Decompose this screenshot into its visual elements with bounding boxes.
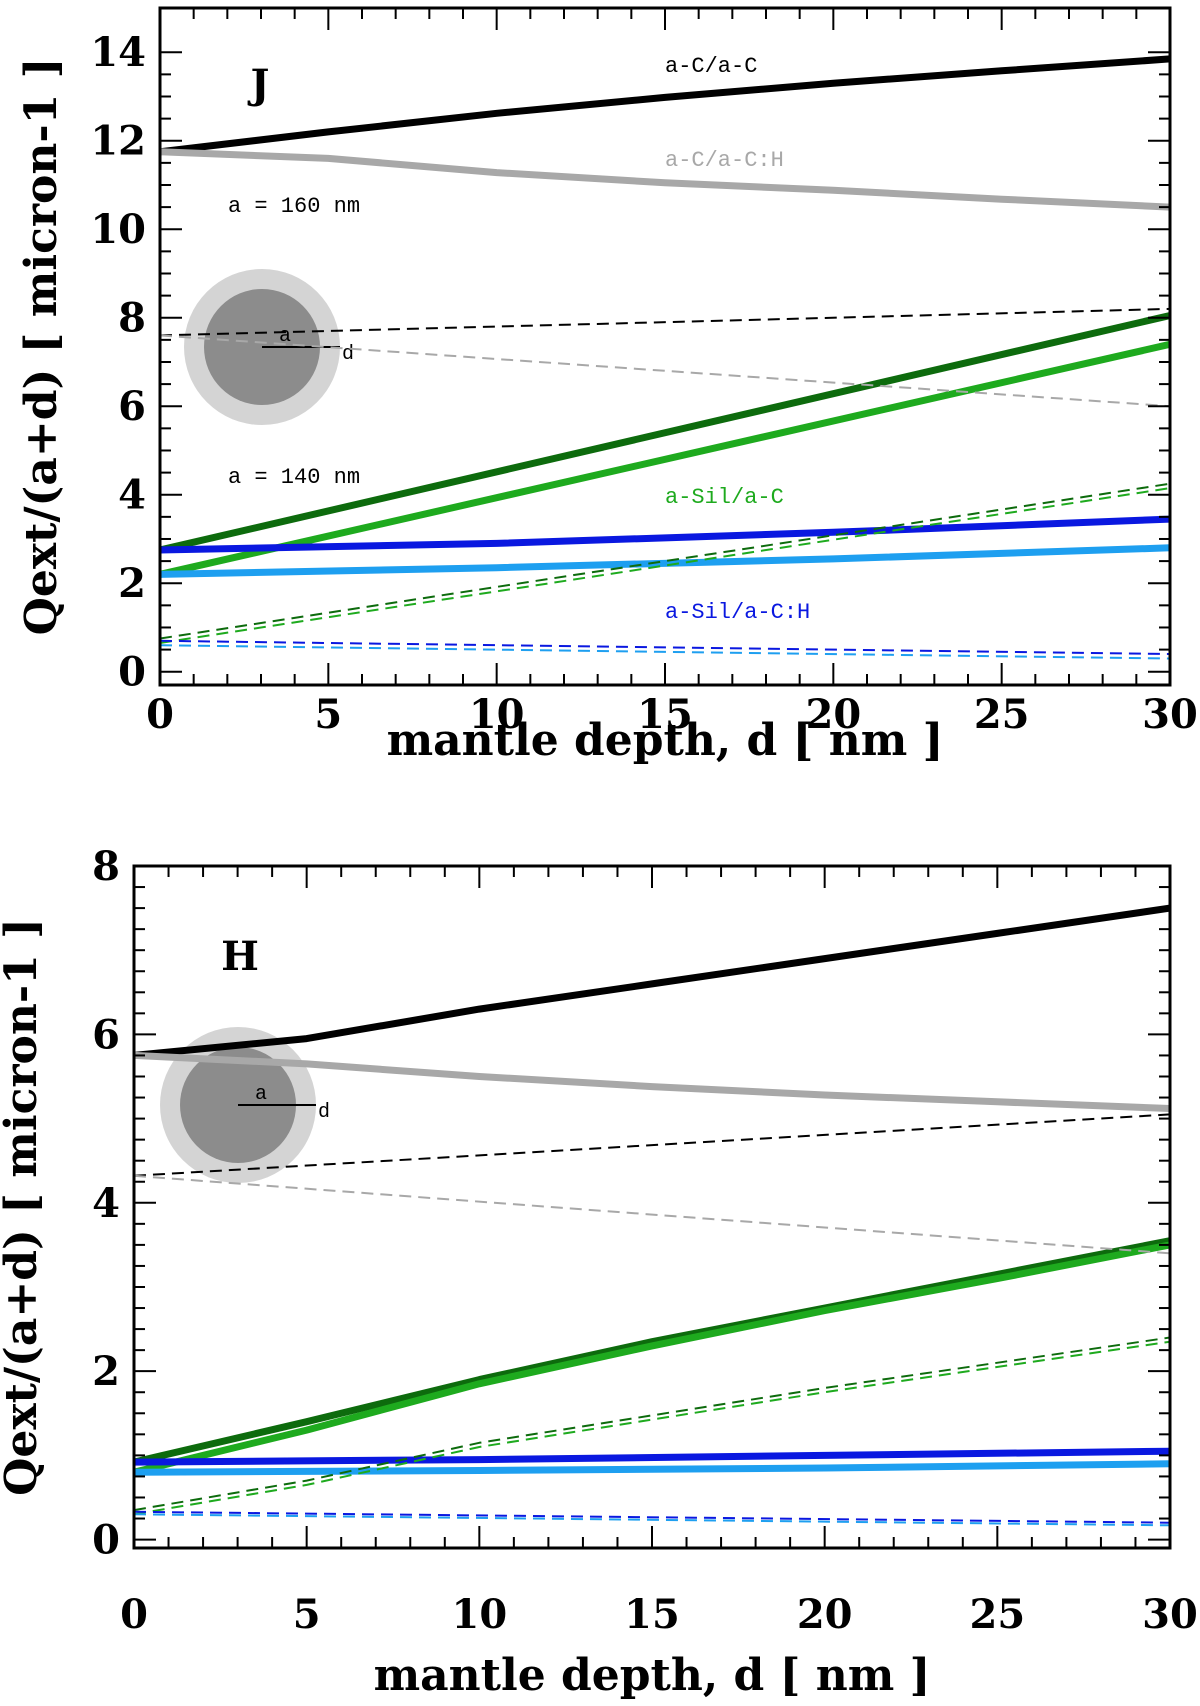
series-line-5	[160, 544, 1170, 578]
series-line-3	[160, 340, 1170, 578]
annotation-label: a = 160 nm	[228, 194, 360, 219]
series-line-10-dashed	[134, 1510, 1170, 1524]
x-tick-label: 20	[805, 691, 861, 738]
y-tick-label: 10	[90, 206, 146, 253]
y-tick-label: 12	[90, 118, 146, 165]
sphere-label-d: d	[342, 343, 354, 366]
y-axis-label: Qext/(a+d) [ micron-1 ]	[0, 918, 47, 1496]
x-tick-label: 30	[1142, 691, 1198, 738]
series-line-9-dashed	[134, 1340, 1170, 1516]
annotation-label: a = 140 nm	[228, 465, 360, 490]
series-line-10-dashed	[160, 639, 1170, 655]
series-group	[134, 904, 1170, 1527]
x-tick-label: 15	[624, 1591, 680, 1638]
series-line-11-dashed	[134, 1513, 1170, 1527]
sphere-label-a: a	[279, 325, 291, 348]
series-label: a-C/a-C	[665, 54, 757, 79]
series-group	[160, 55, 1170, 660]
series-line-7-dashed	[160, 334, 1170, 408]
series-line-1	[160, 148, 1170, 211]
series-line-6-dashed	[134, 1113, 1170, 1177]
series-line-2	[160, 312, 1170, 554]
series-line-2	[134, 1237, 1170, 1466]
panel-label: J	[248, 61, 270, 108]
y-tick-label: 4	[92, 1180, 120, 1227]
x-tick-label: 10	[451, 1591, 507, 1638]
y-tick-label: 8	[92, 843, 120, 890]
series-line-11-dashed	[160, 644, 1170, 660]
series-line-4	[160, 515, 1170, 554]
x-axis-label: mantle depth, d [ nm ]	[374, 1650, 931, 1701]
series-line-8-dashed	[134, 1336, 1170, 1512]
series-label: a-Sil/a-C	[665, 485, 784, 510]
sphere-label-d: d	[318, 1101, 330, 1124]
x-tick-label: 0	[146, 691, 174, 738]
y-tick-label: 0	[92, 1517, 120, 1564]
y-tick-label: 6	[92, 1011, 120, 1058]
x-tick-label: 15	[637, 691, 693, 738]
y-tick-label: 6	[118, 383, 146, 430]
series-line-0	[160, 55, 1170, 156]
series-line-7-dashed	[134, 1174, 1170, 1255]
y-tick-label: 8	[118, 295, 146, 342]
y-tick-label: 2	[118, 560, 146, 607]
x-tick-label: 10	[469, 691, 525, 738]
series-line-4	[134, 1447, 1170, 1466]
chart-panel-J: a d 0 5 10 15 20 25 30 0 2 4 6 8 10 12 14 mantle depth, d…	[16, 6, 1198, 766]
series-line-5	[134, 1460, 1170, 1476]
series-line-6-dashed	[160, 307, 1170, 337]
y-tick-label: 0	[118, 649, 146, 696]
series-label: a-Sil/a-C:H	[665, 600, 810, 625]
y-tick-label: 4	[118, 472, 146, 519]
x-tick-label: 0	[120, 1591, 148, 1638]
x-tick-label: 20	[797, 1591, 853, 1638]
series-line-0	[134, 904, 1170, 1059]
y-axis-label: Qext/(a+d) [ micron-1 ]	[16, 58, 67, 636]
y-tick-label: 2	[92, 1348, 120, 1395]
x-tick-label: 30	[1142, 1591, 1198, 1638]
series-label: a-C/a-C:H	[665, 148, 784, 173]
x-tick-label: 25	[969, 1591, 1025, 1638]
panel-label: H	[221, 933, 259, 980]
x-axis-label: mantle depth, d [ nm ]	[387, 715, 944, 766]
sphere-label-a: a	[255, 1083, 267, 1106]
x-tick-label: 5	[314, 691, 342, 738]
y-tick-label: 14	[90, 29, 146, 76]
series-line-1	[134, 1051, 1170, 1112]
plot-frame	[132, 864, 1172, 1550]
x-tick-label: 25	[974, 691, 1030, 738]
x-tick-label: 5	[293, 1591, 321, 1638]
series-line-3	[134, 1241, 1170, 1476]
chart-panel-H: a d 0 5 10 15 20 25 30 0 2 4 6 8 mantle depth, d [ nm …	[0, 843, 1198, 1701]
